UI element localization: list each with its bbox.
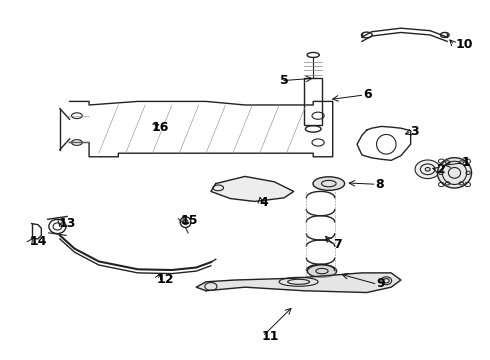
Polygon shape [196,273,401,293]
Text: 1: 1 [462,156,470,169]
Ellipse shape [438,158,471,188]
Text: 2: 2 [438,163,446,176]
Text: 16: 16 [151,121,169,134]
Text: 4: 4 [260,195,269,209]
Text: 3: 3 [411,125,419,138]
Ellipse shape [313,177,344,190]
Text: 7: 7 [333,238,342,251]
Text: 15: 15 [181,213,198,226]
Text: 14: 14 [30,235,47,248]
Text: 9: 9 [376,277,385,290]
Text: 8: 8 [375,178,384,191]
Text: 13: 13 [59,217,76,230]
Text: 6: 6 [363,89,371,102]
Text: 12: 12 [156,273,174,286]
Ellipse shape [415,160,441,179]
Text: 5: 5 [280,74,289,87]
Ellipse shape [307,265,337,277]
Bar [304,78,322,125]
Text: 10: 10 [456,39,473,51]
Text: 11: 11 [262,330,279,343]
Polygon shape [211,176,294,202]
